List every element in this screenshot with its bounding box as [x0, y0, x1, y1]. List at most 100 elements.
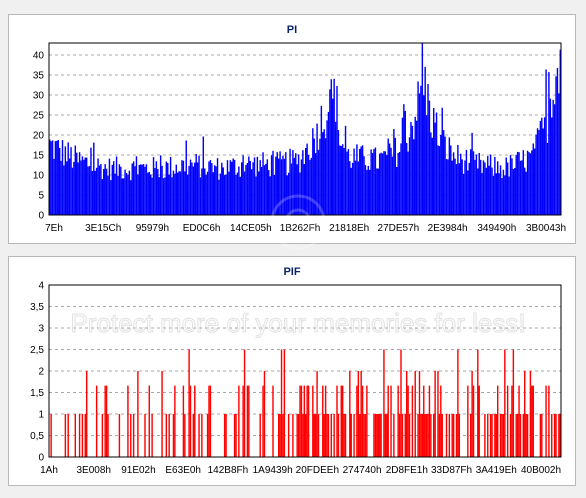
- bar: [349, 371, 351, 457]
- bar: [535, 134, 537, 215]
- bar: [403, 104, 405, 215]
- bar: [343, 148, 345, 215]
- bar: [420, 414, 422, 457]
- bar: [76, 152, 78, 215]
- bar: [169, 157, 172, 215]
- bar: [265, 163, 267, 215]
- bar: [111, 164, 113, 215]
- bar: [132, 414, 135, 457]
- bar: [216, 158, 219, 215]
- bar: [279, 414, 281, 457]
- bar: [49, 139, 51, 215]
- x-tick-label: 14CE05h: [230, 223, 272, 234]
- bar: [198, 414, 200, 457]
- bar: [144, 166, 146, 215]
- bar: [487, 156, 489, 215]
- bar: [113, 161, 115, 215]
- bar: [386, 155, 388, 215]
- bar: [373, 149, 375, 215]
- y-tick-label: 10: [33, 171, 45, 182]
- bar: [108, 158, 111, 215]
- bar: [538, 130, 540, 215]
- bar: [120, 166, 122, 215]
- bar: [435, 112, 438, 215]
- bar: [323, 414, 325, 457]
- bar: [317, 149, 320, 215]
- bar: [250, 169, 253, 215]
- bar: [77, 162, 79, 215]
- bar: [312, 385, 314, 457]
- bar: [95, 385, 98, 457]
- bar: [204, 168, 206, 215]
- bar: [383, 349, 385, 457]
- bar: [255, 176, 257, 215]
- bar: [482, 160, 485, 215]
- bar: [369, 169, 371, 215]
- bar: [519, 414, 522, 457]
- bar: [364, 414, 367, 457]
- bar: [206, 414, 209, 457]
- bar: [551, 117, 553, 215]
- bar: [451, 414, 453, 457]
- bar: [276, 152, 278, 215]
- bar: [168, 414, 170, 457]
- bar: [424, 66, 426, 215]
- bar: [306, 143, 308, 215]
- bar: [528, 152, 530, 215]
- x-tick-label: 2D8FE1h: [386, 465, 428, 476]
- bar: [499, 165, 502, 215]
- bar: [417, 414, 419, 457]
- bar: [236, 172, 239, 215]
- bar: [559, 414, 561, 457]
- bar: [350, 414, 352, 457]
- bar: [192, 414, 195, 457]
- bar: [505, 157, 507, 215]
- bar: [548, 385, 550, 457]
- bar: [312, 128, 314, 215]
- bar: [390, 385, 392, 457]
- bar: [142, 164, 145, 215]
- bar: [541, 414, 543, 457]
- bar: [407, 151, 409, 215]
- bar: [297, 414, 300, 457]
- bar: [437, 145, 439, 215]
- bar: [545, 385, 547, 457]
- bar: [383, 151, 385, 215]
- bar: [404, 414, 406, 457]
- bar: [504, 349, 506, 457]
- bar: [132, 161, 135, 215]
- bar: [509, 155, 512, 215]
- bar: [263, 165, 266, 215]
- bar: [452, 152, 455, 215]
- bar: [114, 173, 116, 215]
- bar: [405, 143, 408, 215]
- bar: [159, 155, 162, 215]
- bar: [152, 157, 155, 215]
- bar: [370, 149, 372, 215]
- bar: [211, 163, 213, 215]
- x-tick-label: 7Eh: [45, 223, 63, 234]
- x-tick-label: 2E3984h: [428, 223, 468, 234]
- bar: [374, 147, 377, 215]
- bar: [181, 160, 183, 215]
- bar: [555, 76, 557, 215]
- x-tick-label: 27DE57h: [378, 223, 420, 234]
- bar: [438, 146, 441, 215]
- bar: [437, 371, 439, 457]
- bar: [161, 371, 163, 457]
- y-tick-label: 2: [38, 367, 44, 378]
- bar: [94, 170, 96, 215]
- bar: [299, 385, 301, 457]
- bar: [427, 414, 429, 457]
- bar: [398, 151, 401, 215]
- bar: [262, 385, 264, 457]
- bar: [243, 349, 246, 457]
- bar: [533, 148, 536, 215]
- bar: [85, 371, 88, 457]
- y-tick-label: 3: [38, 324, 44, 335]
- bar: [147, 172, 149, 215]
- y-tick-label: 15: [33, 151, 45, 162]
- bar: [57, 139, 59, 215]
- bar: [489, 154, 492, 215]
- bar: [423, 95, 425, 215]
